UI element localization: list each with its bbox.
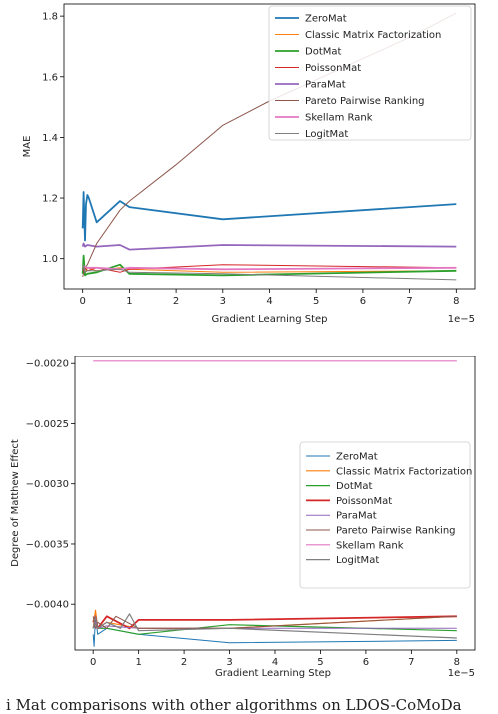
x-tick-label: 5 (313, 296, 319, 307)
legend-label-paramat: ParaMat (336, 511, 377, 522)
x-tick-label: 2 (181, 657, 187, 668)
legend-label-dotmat: DotMat (336, 481, 372, 492)
legend: ZeroMat Classic Matrix Factorization DotMa… (268, 5, 472, 141)
x-tick-label: 7 (408, 657, 414, 668)
x-tick-label: 4 (266, 296, 272, 307)
legend-label-paramat: ParaMat (305, 80, 346, 91)
plot-area (92, 360, 457, 647)
x-axis: 0 1 2 3 4 5 6 7 8 (79, 289, 460, 307)
legend-label-logitmat: LogitMat (336, 555, 379, 566)
legend-label-zeromat: ZeroMat (305, 14, 347, 25)
legend-label-poissonmat: PoissonMat (336, 496, 392, 507)
x-axis-multiplier: 1e−5 (448, 668, 475, 679)
legend: ZeroMat Classic Matrix Factorization DotMa… (299, 441, 472, 589)
x-tick-label: 6 (360, 296, 366, 307)
y-tick-label: 1.6 (42, 72, 58, 83)
y-tick-label: 1.2 (42, 194, 58, 205)
legend-label-skellam-rank: Skellam Rank (305, 113, 373, 124)
legend-label-skellam-rank: Skellam Rank (336, 540, 404, 551)
mae-chart: 0 1 2 3 4 5 6 7 8 1.0 1.2 1.4 1.6 1.8 Gradient Learn… (22, 3, 476, 325)
y-tick-label: −0.0040 (26, 600, 69, 611)
legend-label-dotmat: DotMat (305, 47, 341, 58)
x-tick-label: 3 (220, 296, 226, 307)
figure-caption: i Mat comparisons with other algorithms … (6, 696, 462, 714)
legend-label-classic-matrix-factorization: Classic Matrix Factorization (305, 30, 441, 41)
x-tick-label: 1 (135, 657, 141, 668)
x-tick-label: 5 (317, 657, 323, 668)
legend-label-poissonmat: PoissonMat (305, 63, 361, 74)
x-tick-label: 2 (173, 296, 179, 307)
series-line-dotmat (81, 254, 457, 277)
x-tick-label: 4 (272, 657, 278, 668)
x-tick-label: 1 (126, 296, 132, 307)
legend-label-logitmat: LogitMat (305, 129, 348, 140)
x-axis-label: Gradient Learning Step (215, 668, 331, 679)
legend-box (299, 441, 471, 589)
y-axis: −0.0020 −0.0025 −0.0030 −0.0035 −0.0040 (26, 359, 75, 611)
x-tick-label: 3 (226, 657, 232, 668)
y-axis-label: MAE (22, 136, 33, 158)
x-axis-label: Gradient Learning Step (211, 314, 327, 325)
x-axis: 0 1 2 3 4 5 6 7 8 (90, 650, 460, 668)
x-tick-label: 8 (454, 657, 460, 668)
series-line-logitmat (82, 264, 457, 281)
x-tick-label: 0 (90, 657, 96, 668)
legend-label-zeromat: ZeroMat (336, 452, 378, 463)
legend-label-pareto-pairwise-ranking: Pareto Pairwise Ranking (336, 526, 456, 537)
legend-label-classic-matrix-factorization: Classic Matrix Factorization (336, 466, 472, 477)
y-tick-label: 1.4 (42, 133, 58, 144)
y-tick-label: −0.0035 (26, 539, 69, 550)
x-tick-label: 0 (79, 296, 85, 307)
plot-area (81, 12, 457, 281)
x-axis-multiplier: 1e−5 (448, 314, 475, 325)
x-tick-label: 8 (453, 296, 459, 307)
y-tick-label: 1.8 (42, 12, 58, 23)
y-tick-label: 1.0 (42, 254, 58, 265)
series-line-paramat (81, 242, 457, 251)
x-tick-label: 6 (363, 657, 369, 668)
series-line-zeromat (81, 191, 457, 242)
legend-box (268, 5, 472, 141)
y-tick-label: −0.0025 (26, 419, 69, 430)
x-tick-label: 7 (406, 296, 412, 307)
legend-label-pareto-pairwise-ranking: Pareto Pairwise Ranking (305, 96, 425, 107)
y-axis-label: Degree of Matthew Effect (10, 439, 21, 567)
y-axis: 1.0 1.2 1.4 1.6 1.8 (42, 12, 64, 265)
y-tick-label: −0.0030 (26, 479, 69, 490)
y-tick-label: −0.0020 (26, 359, 69, 370)
series-line-zeromat (92, 615, 457, 647)
series-line-logitmat (92, 613, 457, 639)
